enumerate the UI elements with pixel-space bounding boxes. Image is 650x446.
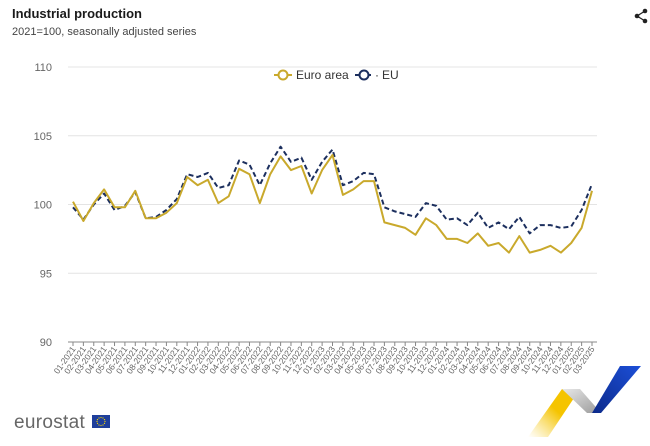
chart-subtitle: 2021=100, seasonally adjusted series <box>12 26 197 38</box>
y-tick-label: 110 <box>34 62 52 74</box>
euro-area-marker-icon <box>277 69 289 81</box>
eurostat-ribbon-decoration <box>528 366 641 437</box>
chart-title: Industrial production <box>12 6 142 21</box>
series-lines <box>72 145 593 254</box>
y-axis: 90 95 100 105 110 <box>34 62 52 349</box>
eurostat-logo: eurostat <box>14 412 86 433</box>
eu-marker-icon <box>358 69 370 81</box>
legend[interactable]: Euro area · EU <box>274 68 399 82</box>
y-tick-label: 95 <box>40 268 52 280</box>
legend-label-euro-area: Euro area <box>296 68 349 82</box>
series-line-eu[interactable] <box>72 145 593 235</box>
y-tick-label: 100 <box>34 200 52 212</box>
legend-label-eu-dot: · <box>375 68 379 82</box>
x-axis: 01-202102-202103-202104-202105-202106-20… <box>52 341 597 376</box>
y-tick-label: 105 <box>34 131 52 143</box>
eu-flag-icon <box>92 415 110 428</box>
series-line-euro-area[interactable] <box>72 154 593 254</box>
grid-lines <box>68 66 597 274</box>
legend-item-euro-area[interactable]: Euro area <box>274 68 349 82</box>
share-icon[interactable] <box>633 8 649 24</box>
legend-label-eu: EU <box>382 68 399 82</box>
y-tick-label: 90 <box>40 337 52 349</box>
legend-item-eu[interactable]: · EU <box>355 68 399 82</box>
